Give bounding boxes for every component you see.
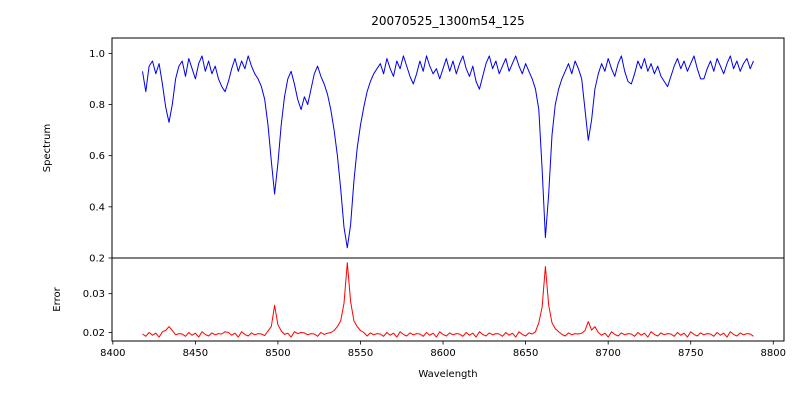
x-tick-label: 8600: [430, 348, 455, 359]
x-tick-label: 8400: [100, 348, 125, 359]
plot-lines: [142, 55, 754, 338]
x-tick-label: 8450: [183, 348, 208, 359]
x-tick-label: 8800: [761, 348, 786, 359]
x-tick-label: 8550: [348, 348, 373, 359]
y-tick-label: 0.02: [83, 328, 105, 339]
x-tick-label: 8750: [678, 348, 703, 359]
y-tick-label: 0.6: [89, 151, 105, 162]
y-tick-label: 0.8: [89, 100, 105, 111]
spectrum-line: [142, 55, 754, 249]
y-axis-label-spectrum: Spectrum: [42, 124, 53, 172]
spectrum-panel: [111, 37, 785, 259]
error-line: [142, 262, 754, 338]
y-tick-label: 0.4: [89, 202, 105, 213]
x-tick-label: 8650: [513, 348, 538, 359]
chart-title: 20070525_1300m54_125: [371, 14, 524, 28]
y-axis-label-error: Error: [52, 286, 63, 311]
error-panel: [111, 257, 785, 342]
y-tick-label: 0.2: [89, 254, 105, 265]
y-tick-label: 0.03: [83, 289, 105, 300]
x-tick-label: 8500: [265, 348, 290, 359]
y-tick-label: 1.0: [89, 49, 105, 60]
x-axis-label: Wavelength: [418, 369, 477, 380]
axis-ticks: 0.2 0.4 0.6 0.8 1.0 0.02 0.03 8400 8450 8500 8550 8…: [83, 49, 786, 359]
x-tick-label: 8700: [595, 348, 620, 359]
